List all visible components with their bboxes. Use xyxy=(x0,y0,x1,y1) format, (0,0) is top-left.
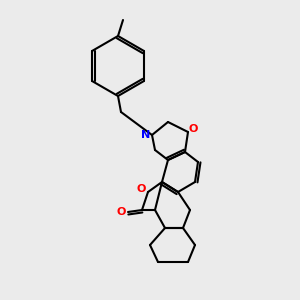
Text: O: O xyxy=(136,184,146,194)
Text: O: O xyxy=(116,207,126,217)
Text: N: N xyxy=(141,130,151,140)
Text: O: O xyxy=(188,124,198,134)
